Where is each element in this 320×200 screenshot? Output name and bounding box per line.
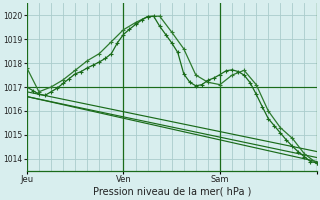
X-axis label: Pression niveau de la mer( hPa ): Pression niveau de la mer( hPa ) xyxy=(92,187,251,197)
